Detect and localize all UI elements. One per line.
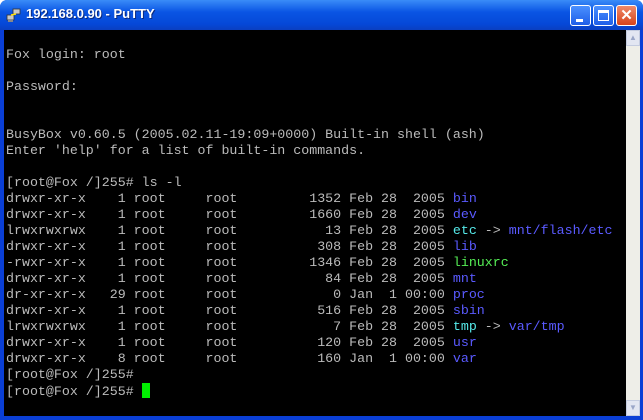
- file-name: var: [452, 351, 477, 366]
- maximize-icon: [598, 10, 609, 21]
- terminal-text: ->: [476, 223, 509, 238]
- terminal-screen[interactable]: Fox login: root Password: BusyBox v0.60.5 …: [4, 30, 626, 416]
- terminal-line: [6, 159, 612, 175]
- terminal-line: [root@Fox /]255#: [6, 367, 612, 383]
- terminal-line: Fox login: root: [6, 47, 612, 63]
- terminal-line: lrwxrwxrwx 1 root root 13 Feb 28 2005 et…: [6, 223, 612, 239]
- terminal-output: Fox login: root Password: BusyBox v0.60.5 …: [6, 31, 612, 399]
- file-name: tmp: [452, 319, 477, 334]
- terminal-text: drwxr-xr-x 1 root root 308 Feb 28 2005: [6, 239, 453, 254]
- terminal-text: drwxr-xr-x 1 root root 120 Feb 28 2005: [6, 335, 453, 350]
- terminal-text: drwxr-xr-x 1 root root 516 Feb 28 2005: [6, 303, 453, 318]
- file-name: usr: [452, 335, 477, 350]
- terminal-line: drwxr-xr-x 1 root root 84 Feb 28 2005 mn…: [6, 271, 612, 287]
- terminal-line: drwxr-xr-x 1 root root 1352 Feb 28 2005 …: [6, 191, 612, 207]
- file-name: mnt: [452, 271, 477, 286]
- terminal-text: [root@Fox /]255#: [6, 367, 134, 382]
- file-name: etc: [452, 223, 477, 238]
- terminal-cursor: [141, 383, 150, 398]
- file-name: dev: [452, 207, 477, 222]
- terminal-text: Password:: [6, 79, 78, 94]
- terminal-line: Password:: [6, 79, 612, 95]
- title-bar[interactable]: 192.168.0.90 - PuTTY ✕: [0, 0, 643, 30]
- terminal-text: drwxr-xr-x 1 root root 84 Feb 28 2005: [6, 271, 453, 286]
- terminal-line: [6, 63, 612, 79]
- minimize-icon: [576, 19, 583, 22]
- terminal-text: dr-xr-xr-x 29 root root 0 Jan 1 00:00: [6, 287, 453, 302]
- terminal-line: drwxr-xr-x 1 root root 516 Feb 28 2005 s…: [6, 303, 612, 319]
- terminal-text: drwxr-xr-x 1 root root 1660 Feb 28 2005: [6, 207, 453, 222]
- terminal-line: [6, 31, 612, 47]
- window-title: 192.168.0.90 - PuTTY: [26, 6, 155, 21]
- close-icon: ✕: [620, 7, 633, 24]
- terminal-line: [root@Fox /]255#: [6, 383, 612, 399]
- terminal-text: lrwxrwxrwx 1 root root 13 Feb 28 2005: [6, 223, 453, 238]
- terminal-line: BusyBox v0.60.5 (2005.02.11-19:09+0000) …: [6, 127, 612, 143]
- terminal-line: drwxr-xr-x 1 root root 120 Feb 28 2005 u…: [6, 335, 612, 351]
- terminal-text: ->: [476, 319, 509, 334]
- terminal-text: lrwxrwxrwx 1 root root 7 Feb 28 2005: [6, 319, 453, 334]
- file-name: var/tmp: [508, 319, 565, 334]
- putty-icon: [6, 8, 21, 22]
- terminal-line: lrwxrwxrwx 1 root root 7 Feb 28 2005 tmp…: [6, 319, 612, 335]
- terminal-line: -rwxr-xr-x 1 root root 1346 Feb 28 2005 …: [6, 255, 612, 271]
- terminal-line: [6, 95, 612, 111]
- file-name: proc: [452, 287, 485, 302]
- file-name: sbin: [452, 303, 485, 318]
- terminal-line: drwxr-xr-x 8 root root 160 Jan 1 00:00 v…: [6, 351, 612, 367]
- terminal-line: Enter 'help' for a list of built-in comm…: [6, 143, 612, 159]
- scroll-down-arrow-icon[interactable]: ▼: [626, 400, 640, 416]
- terminal-text: drwxr-xr-x 1 root root 1352 Feb 28 2005: [6, 191, 453, 206]
- terminal-line: [6, 111, 612, 127]
- terminal-line: dr-xr-xr-x 29 root root 0 Jan 1 00:00 pr…: [6, 287, 612, 303]
- terminal-line: drwxr-xr-x 1 root root 1660 Feb 28 2005 …: [6, 207, 612, 223]
- terminal-text: -rwxr-xr-x 1 root root 1346 Feb 28 2005: [6, 255, 453, 270]
- file-name: bin: [452, 191, 477, 206]
- file-name: mnt/flash/etc: [508, 223, 613, 238]
- terminal-text: [root@Fox /]255# ls -l: [6, 175, 182, 190]
- maximize-button[interactable]: [593, 5, 614, 26]
- terminal-text: [root@Fox /]255#: [6, 384, 142, 399]
- scroll-up-arrow-icon[interactable]: ▲: [626, 30, 640, 46]
- terminal-text: Enter 'help' for a list of built-in comm…: [6, 143, 366, 158]
- terminal-line: [root@Fox /]255# ls -l: [6, 175, 612, 191]
- close-button[interactable]: ✕: [616, 5, 637, 26]
- terminal-text: BusyBox v0.60.5 (2005.02.11-19:09+0000) …: [6, 127, 485, 142]
- minimize-button[interactable]: [570, 5, 591, 26]
- terminal-text: drwxr-xr-x 8 root root 160 Jan 1 00:00: [6, 351, 453, 366]
- file-name: linuxrc: [452, 255, 509, 270]
- vertical-scrollbar[interactable]: ▲ ▼: [626, 30, 640, 416]
- file-name: lib: [452, 239, 477, 254]
- terminal-text: Fox login: root: [6, 47, 126, 62]
- terminal-line: drwxr-xr-x 1 root root 308 Feb 28 2005 l…: [6, 239, 612, 255]
